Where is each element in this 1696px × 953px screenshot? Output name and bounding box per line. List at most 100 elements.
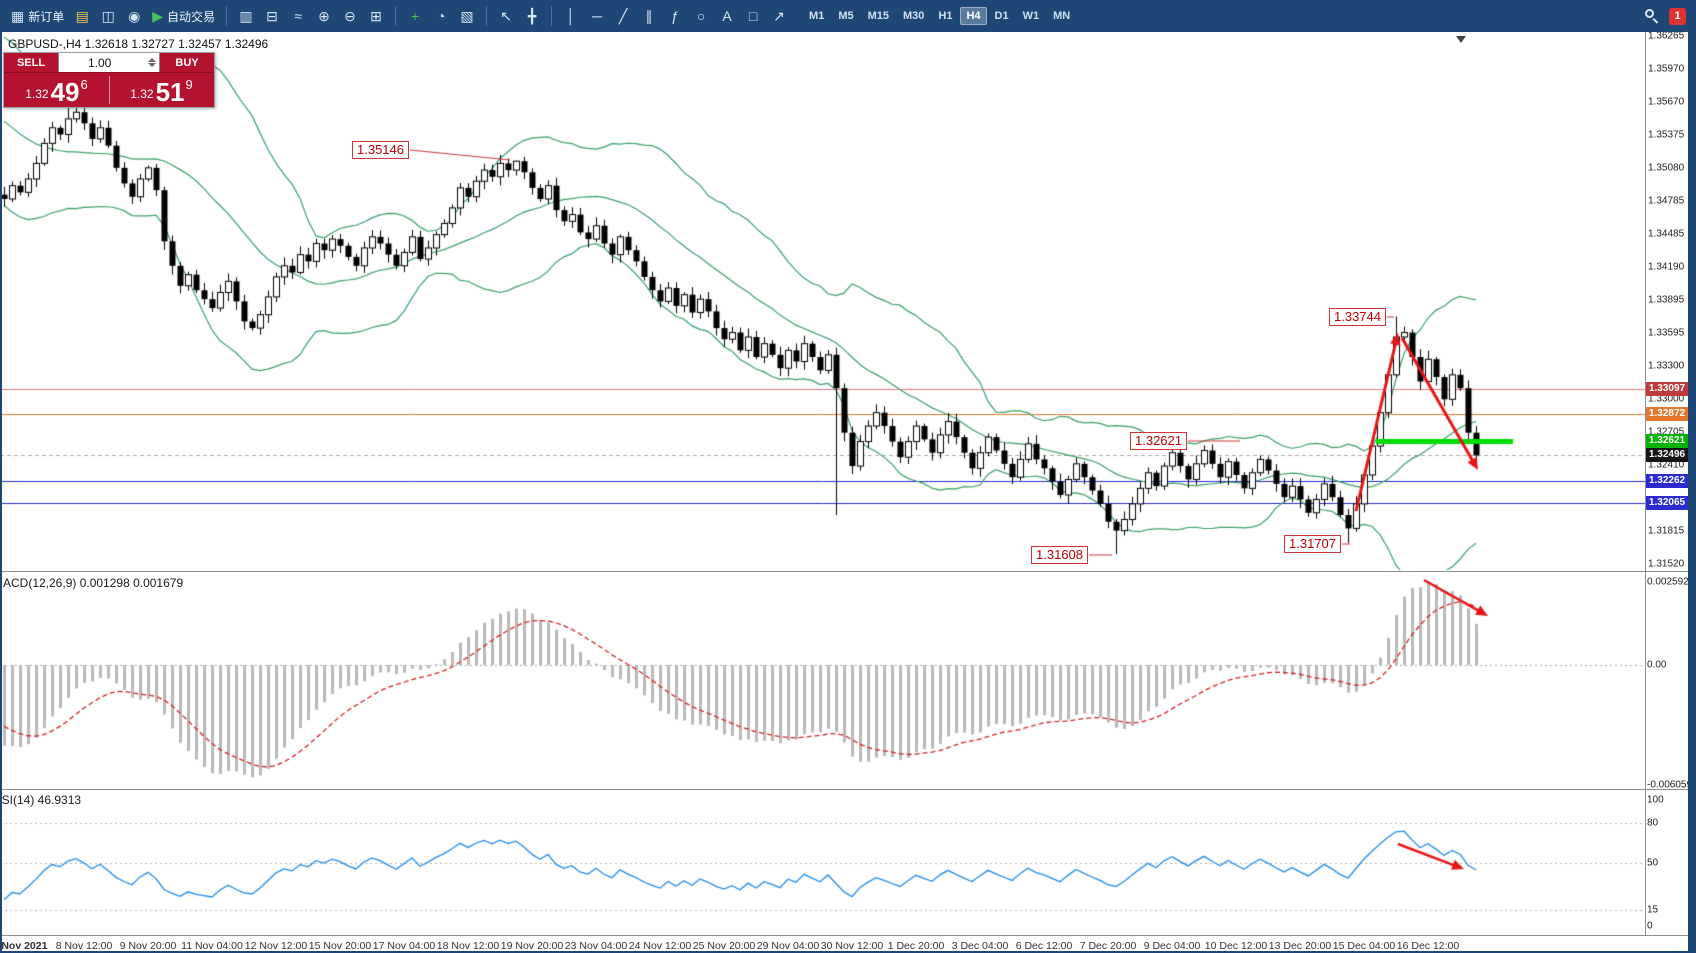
- chart-candles-button[interactable]: ⊟: [260, 4, 284, 28]
- market-watch-icon: ◫: [101, 8, 115, 24]
- volume-stepper[interactable]: 1.00: [58, 53, 160, 72]
- timeframe-mn[interactable]: MN: [1053, 10, 1071, 22]
- buy-price-prefix: 1.32: [130, 87, 154, 101]
- price-tag-1.32065: 1.32065: [1646, 496, 1688, 511]
- price-tag-1.32496: 1.32496: [1646, 448, 1688, 463]
- timeframe-w1[interactable]: W1: [1022, 10, 1040, 22]
- timeframe-m15[interactable]: M15: [867, 10, 890, 22]
- time-axis-label: 8 Nov 12:00: [55, 940, 113, 952]
- timeframe-h4[interactable]: H4: [960, 7, 987, 25]
- vertical-line-button[interactable]: │: [559, 4, 583, 28]
- notification-badge[interactable]: 1: [1669, 7, 1686, 25]
- time-axis-label: 24 Nov 12:00: [628, 940, 692, 952]
- price-annotation[interactable]: 1.35146: [352, 141, 409, 159]
- new-order-label: 新订单: [28, 9, 65, 24]
- rsi-axis-label: 15: [1647, 904, 1659, 916]
- timeframe-m5[interactable]: M5: [838, 10, 854, 22]
- price-annotation[interactable]: 1.31707: [1284, 535, 1341, 553]
- sell-price-big: 49: [50, 77, 80, 107]
- price-annotation[interactable]: 1.33744: [1329, 308, 1386, 326]
- crosshair-button[interactable]: ╋: [520, 4, 544, 28]
- time-axis-label: 9 Nov 20:00: [119, 940, 177, 952]
- price-tag-1.33097: 1.33097: [1646, 381, 1688, 396]
- text-label-button[interactable]: □: [741, 4, 765, 28]
- horizontal-line-button[interactable]: ─: [585, 4, 609, 28]
- zoom-in-icon: ⊕: [318, 8, 330, 24]
- macd-axis-max: 0.002592: [1647, 576, 1689, 588]
- price-axis-label: 1.35670: [1648, 96, 1685, 108]
- time-axis-label: 29 Nov 04:00: [756, 940, 820, 952]
- buy-price-pip: 9: [185, 77, 193, 92]
- trendline-button[interactable]: ╱: [611, 4, 635, 28]
- trendline-icon: ╱: [618, 8, 628, 24]
- toolbar-button-groups: ▦ 新订单 ▤ ◫ ◉ ▶ 自动交易 ▥ ⊟ ≈ ⊕ ⊖ ⊞ + ◔ ▧ ↖ ╋ │ ─ ╱ ∥ ƒ ○ A □ ↗: [6, 4, 792, 28]
- autotrading-button[interactable]: ▶ 自动交易: [148, 4, 219, 28]
- text-button[interactable]: A: [715, 4, 739, 28]
- time-axis-label: 16 Dec 12:00: [1396, 940, 1460, 952]
- ohlc-readout: GBPUSD-,H4 1.32618 1.32727 1.32457 1.324…: [8, 37, 269, 51]
- timeframe-d1[interactable]: D1: [994, 10, 1009, 22]
- time-axis[interactable]: [0, 935, 1696, 953]
- timeframe-m30[interactable]: M30: [903, 10, 925, 22]
- time-axis-label: 17 Nov 04:00: [372, 940, 436, 952]
- time-axis-label: 11 Nov 04:00: [181, 940, 243, 952]
- timeframe-m1[interactable]: M1: [809, 10, 825, 22]
- tile-windows-button[interactable]: ⊞: [364, 4, 388, 28]
- rsi-panel-splitter[interactable]: [0, 789, 1688, 790]
- sell-price-pip: 6: [80, 77, 88, 92]
- rsi-axis-label: 0: [1647, 920, 1653, 932]
- toolbar-right: 1: [1645, 7, 1690, 25]
- price-annotation[interactable]: 1.31608: [1031, 546, 1088, 564]
- shapes-button[interactable]: ○: [689, 4, 713, 28]
- period-selector-button[interactable]: ◔: [429, 4, 453, 28]
- price-divider: [109, 76, 110, 104]
- price-tag-1.32621: 1.32621: [1646, 434, 1688, 449]
- history-center-button[interactable]: ▤: [70, 4, 94, 28]
- channel-icon: ∥: [645, 8, 653, 24]
- chart-line-button[interactable]: ≈: [286, 4, 310, 28]
- sell-price[interactable]: 1.32 49 6: [4, 73, 109, 107]
- window-border-bottom: [0, 951, 1696, 953]
- channel-button[interactable]: ∥: [637, 4, 661, 28]
- crosshair-icon: ╋: [527, 8, 537, 24]
- cursor-icon: ↖: [500, 8, 512, 24]
- toolbar-separator: [486, 6, 488, 26]
- chart-shift-marker[interactable]: [1456, 36, 1466, 43]
- text-icon: A: [722, 8, 732, 24]
- price-axis-label: 1.33000: [1648, 393, 1685, 405]
- indicators-add-button[interactable]: +: [403, 4, 427, 28]
- timeframe-h1[interactable]: H1: [938, 10, 953, 22]
- market-watch-button[interactable]: ◫: [96, 4, 120, 28]
- buy-button[interactable]: BUY: [160, 53, 214, 72]
- autotrading-label: 自动交易: [167, 9, 216, 24]
- time-axis-label: 7 Dec 20:00: [1079, 940, 1137, 952]
- buy-price[interactable]: 1.32 51 9: [109, 73, 214, 107]
- price-annotation[interactable]: 1.32621: [1130, 432, 1187, 450]
- chart-line-icon: ≈: [294, 8, 302, 24]
- history-center-icon: ▤: [75, 8, 89, 24]
- tile-windows-icon: ⊞: [370, 8, 382, 24]
- alerts-button[interactable]: ◉: [122, 4, 146, 28]
- fibonacci-button[interactable]: ƒ: [663, 4, 687, 28]
- arrows-button[interactable]: ↗: [767, 4, 791, 28]
- time-axis-label: 9 Dec 04:00: [1143, 940, 1201, 952]
- price-axis-label: 1.35970: [1648, 63, 1685, 75]
- cursor-button[interactable]: ↖: [494, 4, 518, 28]
- volume-spin-arrows[interactable]: [148, 58, 156, 67]
- time-axis-label: 3 Dec 04:00: [951, 940, 1009, 952]
- zoom-in-button[interactable]: ⊕: [312, 4, 336, 28]
- time-axis-label: 25 Nov 20:00: [692, 940, 756, 952]
- time-axis-label: 8 Nov 2021: [0, 940, 48, 952]
- macd-panel-splitter[interactable]: [0, 571, 1688, 572]
- new-order-button[interactable]: ▦ 新订单: [7, 4, 68, 28]
- search-icon[interactable]: [1645, 9, 1659, 24]
- zoom-out-button[interactable]: ⊖: [338, 4, 362, 28]
- chart-bars-button[interactable]: ▥: [234, 4, 258, 28]
- time-axis-label: 30 Nov 12:00: [820, 940, 884, 952]
- time-axis-label: 23 Nov 04:00: [564, 940, 628, 952]
- templates-button[interactable]: ▧: [455, 4, 479, 28]
- sell-button[interactable]: SELL: [4, 53, 58, 72]
- sell-price-prefix: 1.32: [25, 87, 49, 101]
